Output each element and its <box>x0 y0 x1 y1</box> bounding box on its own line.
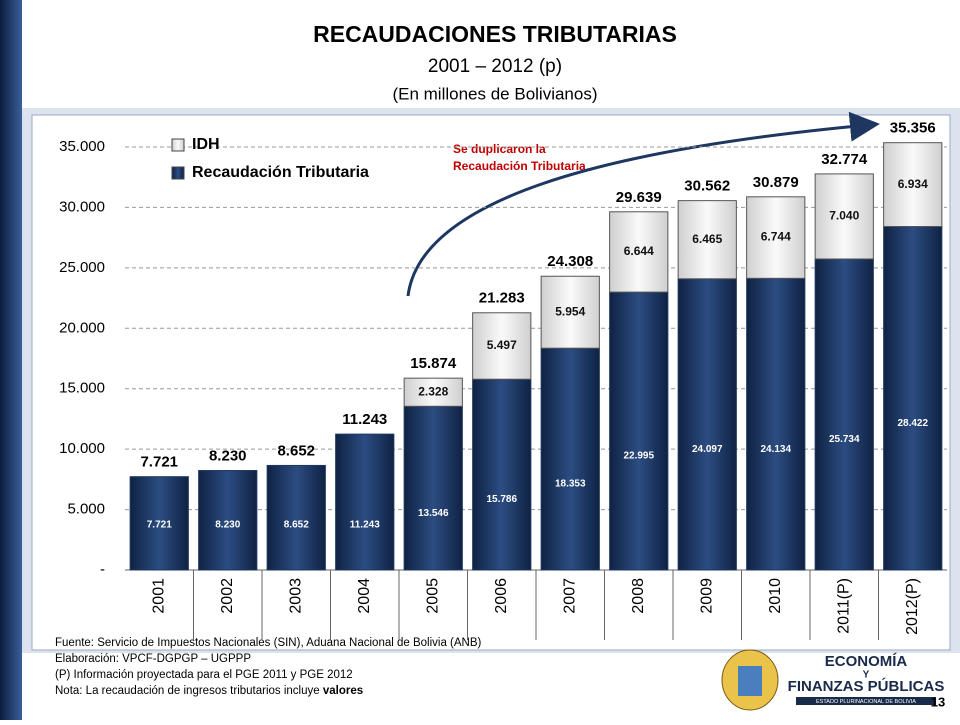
y-tick-label: - <box>100 561 105 578</box>
side-strip <box>0 0 22 720</box>
value-label: 6.744 <box>761 230 791 244</box>
idh-bar <box>540 275 600 349</box>
note: Nota: La recaudación de ingresos tributa… <box>55 685 363 697</box>
note: Elaboración: VPCF-DGPGP – UGPPP <box>55 653 251 665</box>
total-label: 7.721 <box>140 454 178 471</box>
value-label: 6.465 <box>692 232 722 246</box>
tax-bar <box>129 476 189 571</box>
value-label: 6.644 <box>624 244 654 258</box>
x-tick-label: 2009 <box>698 578 715 614</box>
total-label: 8.230 <box>209 448 247 465</box>
coat-center <box>738 666 762 696</box>
tax-bar <box>540 347 600 571</box>
tax-bar <box>266 464 326 571</box>
value-label: 7.721 <box>147 520 172 531</box>
x-tick-label: 2012(P) <box>904 578 921 635</box>
tax-bar <box>746 277 806 571</box>
total-label: 29.639 <box>616 189 662 206</box>
value-label: 28.422 <box>897 418 928 429</box>
x-tick-label: 2010 <box>767 578 784 614</box>
x-tick-label: 2004 <box>356 578 373 614</box>
annotation: Se duplicaron la <box>453 142 546 156</box>
total-label: 24.308 <box>547 253 593 270</box>
total-label: 11.243 <box>342 411 387 428</box>
y-tick-label: 25.000 <box>59 259 105 276</box>
annotation: Recaudación Tributaria <box>453 159 586 173</box>
x-tick-label: 2008 <box>630 578 647 614</box>
total-label: 32.774 <box>821 151 868 168</box>
value-label: 18.353 <box>555 479 586 490</box>
tax-bar <box>335 433 395 571</box>
arrow <box>406 111 880 297</box>
y-tick-label: 20.000 <box>59 319 105 336</box>
legend-label: Recaudación Tributaria <box>192 164 369 181</box>
note: (P) Información proyectada para el PGE 2… <box>55 669 353 681</box>
title: RECAUDACIONES TRIBUTARIAS <box>313 21 677 47</box>
legend-swatch <box>171 138 185 152</box>
legend-swatch <box>171 166 185 180</box>
logo-text: Y <box>863 670 870 681</box>
logo-text: ECONOMÍA <box>825 653 908 670</box>
logo-band <box>796 697 936 705</box>
y-tick-label: 5.000 <box>67 501 105 518</box>
value-label: 8.652 <box>284 520 309 531</box>
value-label: 2.328 <box>418 384 448 398</box>
tax-bar <box>198 470 258 571</box>
logo-text: ESTADO PLURINACIONAL DE BOLIVIA <box>816 699 916 705</box>
idh-bar <box>814 173 874 260</box>
total-label: 35.356 <box>890 120 936 137</box>
value-label: 15.786 <box>486 494 517 505</box>
idh-bar <box>609 211 669 293</box>
value-label: 11.243 <box>350 520 380 531</box>
y-tick-label: 30.000 <box>59 198 105 215</box>
idh-bar <box>746 196 806 279</box>
y-tick-label: 10.000 <box>59 440 105 457</box>
x-tick-label: 2003 <box>287 578 304 614</box>
tax-bar <box>677 278 737 571</box>
idh-bar <box>472 312 532 380</box>
tax-bar <box>403 405 463 571</box>
y-tick-label: 35.000 <box>59 138 105 155</box>
note: Fuente: Servicio de Impuestos Nacionales… <box>55 637 482 649</box>
idh-bar <box>677 200 737 280</box>
tax-bar <box>472 378 532 571</box>
value-label: 24.097 <box>692 444 723 455</box>
x-tick-label: 2006 <box>493 578 510 614</box>
x-tick-label: 2001 <box>150 578 167 614</box>
x-tick-label: 2011(P) <box>835 578 852 634</box>
tax-bar <box>883 225 943 571</box>
logo: ECONOMÍA Y FINANZAS PÚBLICAS ESTADO PLUR… <box>721 649 945 711</box>
idh-bar <box>883 142 943 227</box>
subtitle: 2001 – 2012 (p) <box>428 56 562 77</box>
logo-text: FINANZAS PÚBLICAS <box>788 677 945 695</box>
value-label: 25.734 <box>829 434 860 445</box>
y-tick-label: 15.000 <box>59 380 105 397</box>
value-label: 6.934 <box>898 177 928 191</box>
x-tick-label: 2002 <box>219 578 236 614</box>
tax-bar <box>609 291 669 571</box>
total-label: 15.874 <box>410 355 457 372</box>
tax-bar <box>814 258 874 571</box>
x-tick-label: 2005 <box>424 578 441 614</box>
value-label: 5.497 <box>487 338 517 352</box>
total-label: 30.879 <box>753 174 799 191</box>
total-label: 8.652 <box>277 442 315 459</box>
unit: (En millones de Bolivianos) <box>392 84 597 103</box>
total-label: 30.562 <box>684 178 730 195</box>
note-text: Nota: La recaudación de ingresos tributa… <box>55 685 323 697</box>
total-label: 21.283 <box>479 290 525 307</box>
note-bold: valores <box>323 685 363 697</box>
idh-bar <box>403 377 463 407</box>
value-label: 24.134 <box>760 444 791 455</box>
x-tick-label: 2007 <box>561 578 578 614</box>
value-label: 5.954 <box>555 304 585 318</box>
value-label: 13.546 <box>418 508 449 519</box>
value-label: 8.230 <box>215 520 240 531</box>
page-number: 13 <box>931 694 945 709</box>
value-label: 22.995 <box>623 451 654 462</box>
value-label: 7.040 <box>829 209 859 223</box>
legend-label: IDH <box>192 136 220 153</box>
